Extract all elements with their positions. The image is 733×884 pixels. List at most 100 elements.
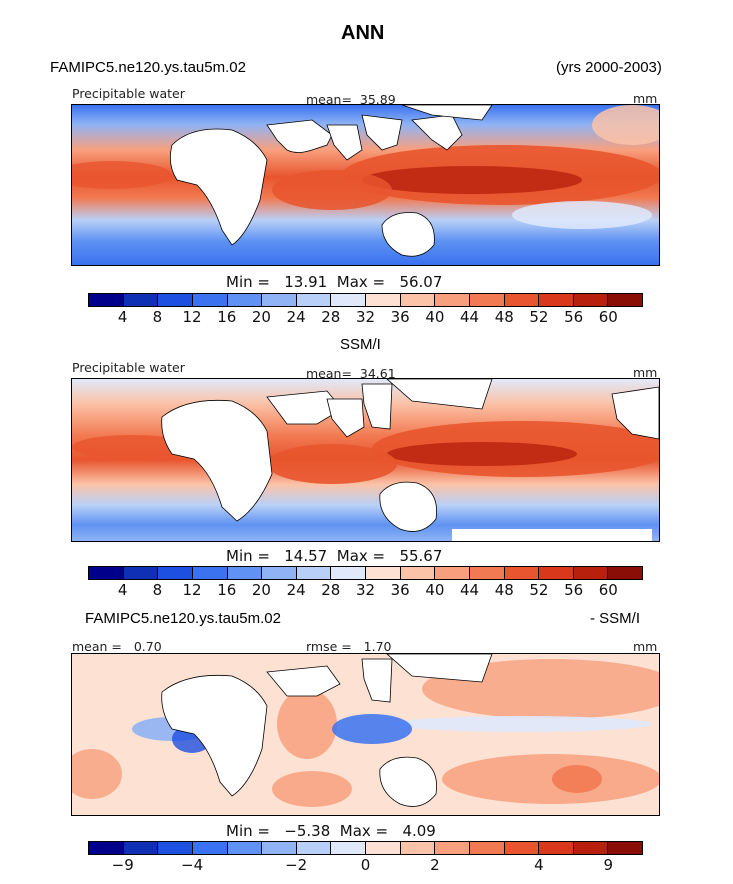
panel1-mean: mean= 35.89 <box>306 92 396 107</box>
colorbar-swatch <box>608 567 642 579</box>
colorbar-tick-label: 4 <box>117 581 128 599</box>
panel2-label: Precipitable water <box>72 360 185 375</box>
colorbar-swatch <box>435 294 470 306</box>
colorbar-swatch <box>331 567 366 579</box>
colorbar-tick-label: 28 <box>321 308 341 326</box>
panel3-units: mm <box>633 639 658 654</box>
colorbar-tick-label: 20 <box>251 581 271 599</box>
colorbar-swatch <box>504 294 540 306</box>
colorbar-swatch <box>573 567 609 579</box>
colorbar-swatch <box>469 842 505 854</box>
colorbar-tick-label: 16 <box>217 581 237 599</box>
colorbar-swatch <box>123 842 159 854</box>
colorbar-tick-label: 8 <box>152 308 163 326</box>
colorbar-swatch <box>227 842 263 854</box>
panel1-units: mm <box>633 91 658 106</box>
panel3-colorbar-ticks: −9 −4 −2 0 2 4 9 <box>88 856 643 876</box>
colorbar-swatch <box>573 842 609 854</box>
colorbar-swatch <box>331 842 366 854</box>
colorbar-swatch <box>573 294 609 306</box>
colorbar-tick-label: 32 <box>355 308 376 326</box>
colorbar-swatch <box>89 567 124 579</box>
panel1-field <box>72 105 659 265</box>
panel3-left-title: FAMIPC5.ne120.ys.tau5m.02 <box>85 610 281 627</box>
colorbar-swatch <box>158 567 193 579</box>
colorbar-tick-label: 48 <box>494 308 514 326</box>
colorbar-swatch <box>262 842 297 854</box>
colorbar-swatch <box>469 567 505 579</box>
year-range: (yrs 2000-2003) <box>556 59 662 76</box>
panel3-mean: mean = 0.70 <box>72 639 162 654</box>
panel3-field <box>72 654 659 815</box>
colorbar-swatch <box>227 567 263 579</box>
colorbar-swatch <box>435 567 470 579</box>
colorbar-swatch <box>158 294 193 306</box>
colorbar-tick-label: 36 <box>390 308 410 326</box>
colorbar-tick-label: 44 <box>460 581 480 599</box>
colorbar-swatch <box>192 842 228 854</box>
panel3-minmax: Min = −5.38 Max = 4.09 <box>226 822 436 840</box>
colorbar-swatch <box>469 294 505 306</box>
colorbar-swatch <box>539 294 574 306</box>
panel1-label: Precipitable water <box>72 86 185 101</box>
panel2-mean: mean= 34.61 <box>306 366 396 381</box>
colorbar-swatch <box>89 842 124 854</box>
colorbar-tick-label: 40 <box>425 308 445 326</box>
colorbar-swatch <box>192 294 228 306</box>
colorbar-swatch <box>400 567 436 579</box>
colorbar-tick-label: 48 <box>494 581 514 599</box>
panel2-minmax: Min = 14.57 Max = 55.67 <box>226 547 443 565</box>
colorbar-tick-label: 4 <box>117 308 128 326</box>
colorbar-swatch <box>262 567 297 579</box>
colorbar-tick-label: −2 <box>285 856 308 874</box>
plot-title: ANN <box>341 22 385 44</box>
colorbar-swatch <box>296 842 332 854</box>
colorbar-swatch <box>192 567 228 579</box>
colorbar-tick-label: 52 <box>529 581 549 599</box>
panel2-field <box>72 379 659 541</box>
colorbar-swatch <box>435 842 470 854</box>
colorbar-swatch <box>296 294 332 306</box>
colorbar-tick-label: 24 <box>286 308 306 326</box>
colorbar-swatch <box>89 294 124 306</box>
colorbar-swatch <box>227 294 263 306</box>
colorbar-tick-label: 60 <box>598 308 618 326</box>
colorbar-tick-label: 12 <box>182 581 202 599</box>
colorbar-tick-label: 24 <box>286 581 306 599</box>
case-name: FAMIPC5.ne120.ys.tau5m.02 <box>50 59 246 76</box>
colorbar-tick-label: 0 <box>360 856 371 874</box>
colorbar-tick-label: −4 <box>181 856 204 874</box>
colorbar-tick-label: 2 <box>430 856 440 874</box>
colorbar-tick-label: 44 <box>460 308 480 326</box>
colorbar-tick-label: 4 <box>534 856 544 874</box>
colorbar-swatch <box>366 842 401 854</box>
colorbar-tick-label: 16 <box>217 308 237 326</box>
colorbar-tick-label: 56 <box>564 581 584 599</box>
colorbar-tick-label: 52 <box>529 308 549 326</box>
panel3-right-title: - SSM/I <box>590 610 641 627</box>
colorbar-swatch <box>262 294 297 306</box>
colorbar-swatch <box>539 842 574 854</box>
panel1-colorbar-ticks: 4 8 12 16 20 24 28 32 36 40 44 48 52 56 60 <box>88 308 643 328</box>
colorbar-tick-label: −9 <box>111 856 134 874</box>
colorbar-tick-label: 20 <box>251 308 271 326</box>
panel2-map <box>71 378 660 542</box>
colorbar-tick-label: 60 <box>598 581 618 599</box>
colorbar-swatch <box>608 294 642 306</box>
colorbar-tick-label: 8 <box>152 581 163 599</box>
panel2-units: mm <box>633 365 658 380</box>
colorbar-swatch <box>158 842 193 854</box>
colorbar-swatch <box>331 294 366 306</box>
panel3-colorbar <box>88 841 643 855</box>
panel3-map <box>71 653 660 816</box>
panel2-colorbar-ticks: 4 8 12 16 20 24 28 32 36 40 44 48 52 56 60 <box>88 581 643 601</box>
colorbar-tick-label: 28 <box>321 581 341 599</box>
colorbar-swatch <box>366 567 401 579</box>
panel2-colorbar <box>88 566 643 580</box>
colorbar-swatch <box>608 842 642 854</box>
panel1-colorbar <box>88 293 643 307</box>
colorbar-swatch <box>504 567 540 579</box>
colorbar-tick-label: 32 <box>355 581 376 599</box>
colorbar-swatch <box>366 294 401 306</box>
colorbar-swatch <box>123 567 159 579</box>
